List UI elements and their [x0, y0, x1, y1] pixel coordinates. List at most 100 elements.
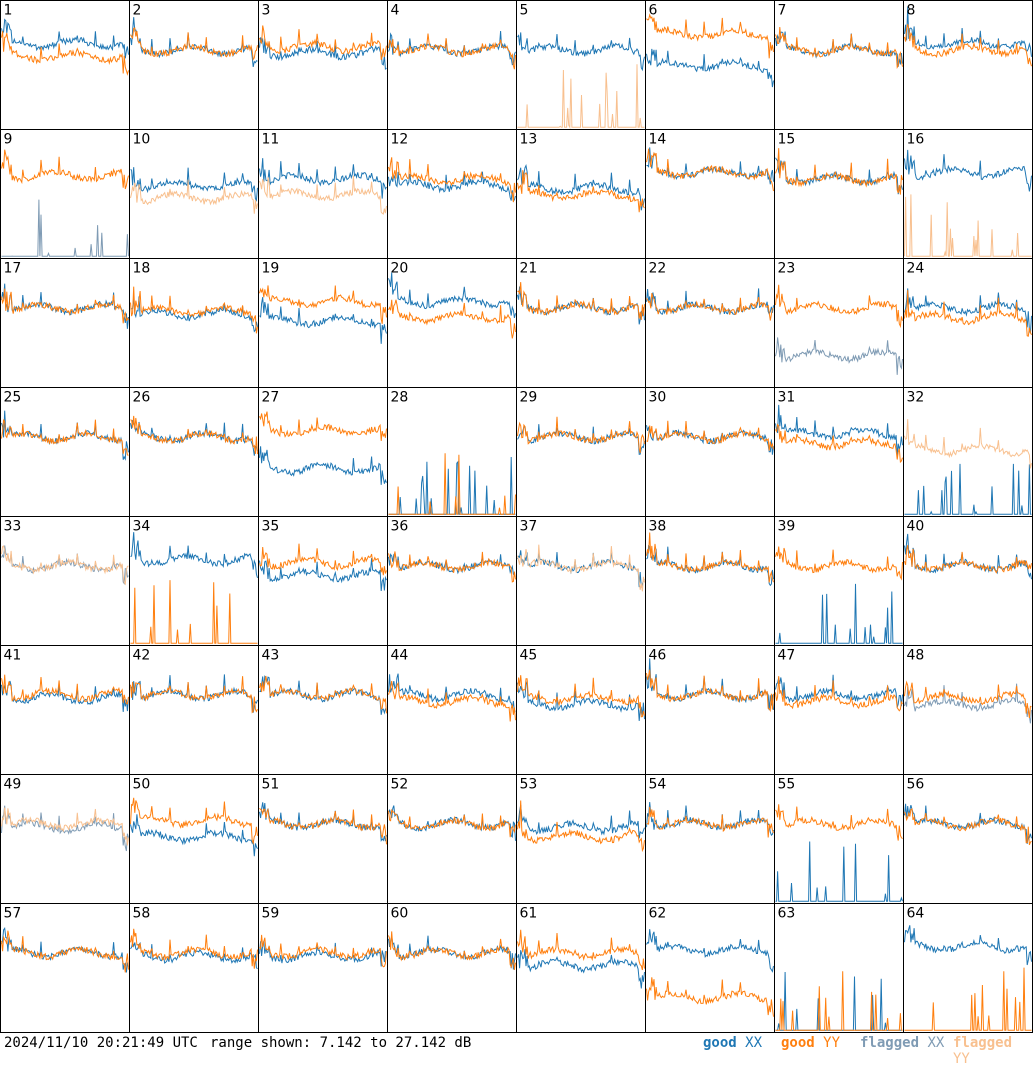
antenna-panel: 62 — [645, 903, 775, 1033]
panel-number: 8 — [907, 3, 916, 19]
panel-number: 28 — [391, 390, 409, 406]
antenna-panel: 35 — [258, 516, 388, 646]
panel-number: 48 — [907, 648, 925, 664]
panel-number: 5 — [520, 3, 529, 19]
panel-number: 30 — [649, 390, 667, 406]
panel-frame — [129, 387, 259, 517]
panel-number: 32 — [907, 390, 925, 406]
panel-frame — [903, 0, 1033, 130]
series-xx-line — [517, 163, 645, 211]
series-xx-line — [904, 683, 1032, 724]
panel-number: 60 — [391, 906, 409, 922]
series-yy-line — [517, 416, 645, 454]
panel-number: 11 — [262, 132, 280, 148]
antenna-panel: 48 — [903, 645, 1033, 775]
series-yy-line — [130, 179, 258, 214]
series-yy-line — [1, 288, 129, 324]
antenna-panel: 8 — [903, 0, 1033, 130]
legend-flagged-yy-word: flagged — [953, 1035, 1013, 1051]
panel-number: 16 — [907, 132, 925, 148]
antenna-panel: 28 — [387, 387, 517, 517]
series-xx-line — [1, 805, 129, 852]
panel-number: 55 — [778, 777, 796, 793]
legend-flagged-xx-word: flagged — [860, 1035, 920, 1051]
panel-number: 50 — [133, 777, 151, 793]
panel-frame — [258, 516, 388, 646]
panel-frame — [0, 516, 130, 646]
panel-frame — [258, 774, 388, 904]
antenna-panel: 60 — [387, 903, 517, 1033]
antenna-panel: 2 — [129, 0, 259, 130]
series-yy-line — [517, 170, 645, 213]
series-xx-line — [388, 805, 516, 841]
series-xx-line — [130, 940, 258, 970]
panel-number: 47 — [778, 648, 796, 664]
series-yy-line — [259, 807, 387, 845]
series-xx-line — [259, 675, 387, 715]
series-xx-line — [259, 446, 387, 485]
series-yy-line — [646, 292, 774, 321]
panel-frame — [258, 645, 388, 775]
panel-frame — [0, 645, 130, 775]
series-yy-line — [904, 967, 1032, 1031]
panel-frame — [129, 258, 259, 388]
antenna-panel: 41 — [0, 645, 130, 775]
series-yy-line — [646, 420, 774, 451]
series-xx-line — [775, 157, 903, 195]
panel-frame — [387, 258, 517, 388]
antenna-panel: 58 — [129, 903, 259, 1033]
panel-frame — [129, 645, 259, 775]
series-yy-line — [388, 453, 516, 515]
panel-frame — [645, 387, 775, 517]
series-xx-line — [1, 18, 129, 59]
legend-flagged-yy: flagged YY — [953, 1035, 1033, 1067]
panel-number: 42 — [133, 648, 151, 664]
panel-frame — [774, 387, 904, 517]
series-xx-line — [775, 674, 903, 708]
antenna-panel: 46 — [645, 645, 775, 775]
panel-number: 43 — [262, 648, 280, 664]
series-yy-line — [259, 25, 387, 60]
antenna-panel: 14 — [645, 129, 775, 259]
series-yy-line — [130, 27, 258, 61]
panel-frame — [387, 516, 517, 646]
series-xx-line — [646, 929, 774, 973]
antenna-panel: 10 — [129, 129, 259, 259]
panel-frame — [774, 0, 904, 130]
antenna-panel: 6 — [645, 0, 775, 130]
series-yy-line — [775, 546, 903, 581]
series-xx-line — [646, 48, 774, 88]
panel-frame — [387, 645, 517, 775]
panel-frame — [387, 129, 517, 259]
antenna-panel: 30 — [645, 387, 775, 517]
antenna-panel: 12 — [387, 129, 517, 259]
panel-frame — [645, 129, 775, 259]
panel-frame — [645, 516, 775, 646]
antenna-panel: 21 — [516, 258, 646, 388]
antenna-panel: 37 — [516, 516, 646, 646]
antenna-panel: 18 — [129, 258, 259, 388]
panel-frame — [0, 0, 130, 130]
panel-frame — [129, 0, 259, 130]
antenna-panel: 52 — [387, 774, 517, 904]
antenna-panel: 42 — [129, 645, 259, 775]
series-xx-line — [904, 463, 1032, 517]
antenna-panel: 3 — [258, 0, 388, 130]
panel-frame — [903, 774, 1033, 904]
panel-frame — [774, 774, 904, 904]
antenna-panel: 54 — [645, 774, 775, 904]
panel-frame — [0, 387, 130, 517]
panel-number: 7 — [778, 3, 787, 19]
antenna-panel: 16 — [903, 129, 1033, 259]
panel-number: 63 — [778, 906, 796, 922]
panel-number: 36 — [391, 519, 409, 535]
panel-number: 4 — [391, 3, 400, 19]
antenna-panel: 15 — [774, 129, 904, 259]
antenna-panel: 32 — [903, 387, 1033, 517]
series-yy-line — [259, 411, 387, 441]
series-yy-line — [388, 551, 516, 583]
series-yy-line — [646, 806, 774, 838]
panel-number: 51 — [262, 777, 280, 793]
panel-number: 57 — [4, 906, 22, 922]
